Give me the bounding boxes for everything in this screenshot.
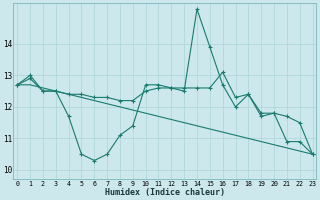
X-axis label: Humidex (Indice chaleur): Humidex (Indice chaleur)	[105, 188, 225, 197]
